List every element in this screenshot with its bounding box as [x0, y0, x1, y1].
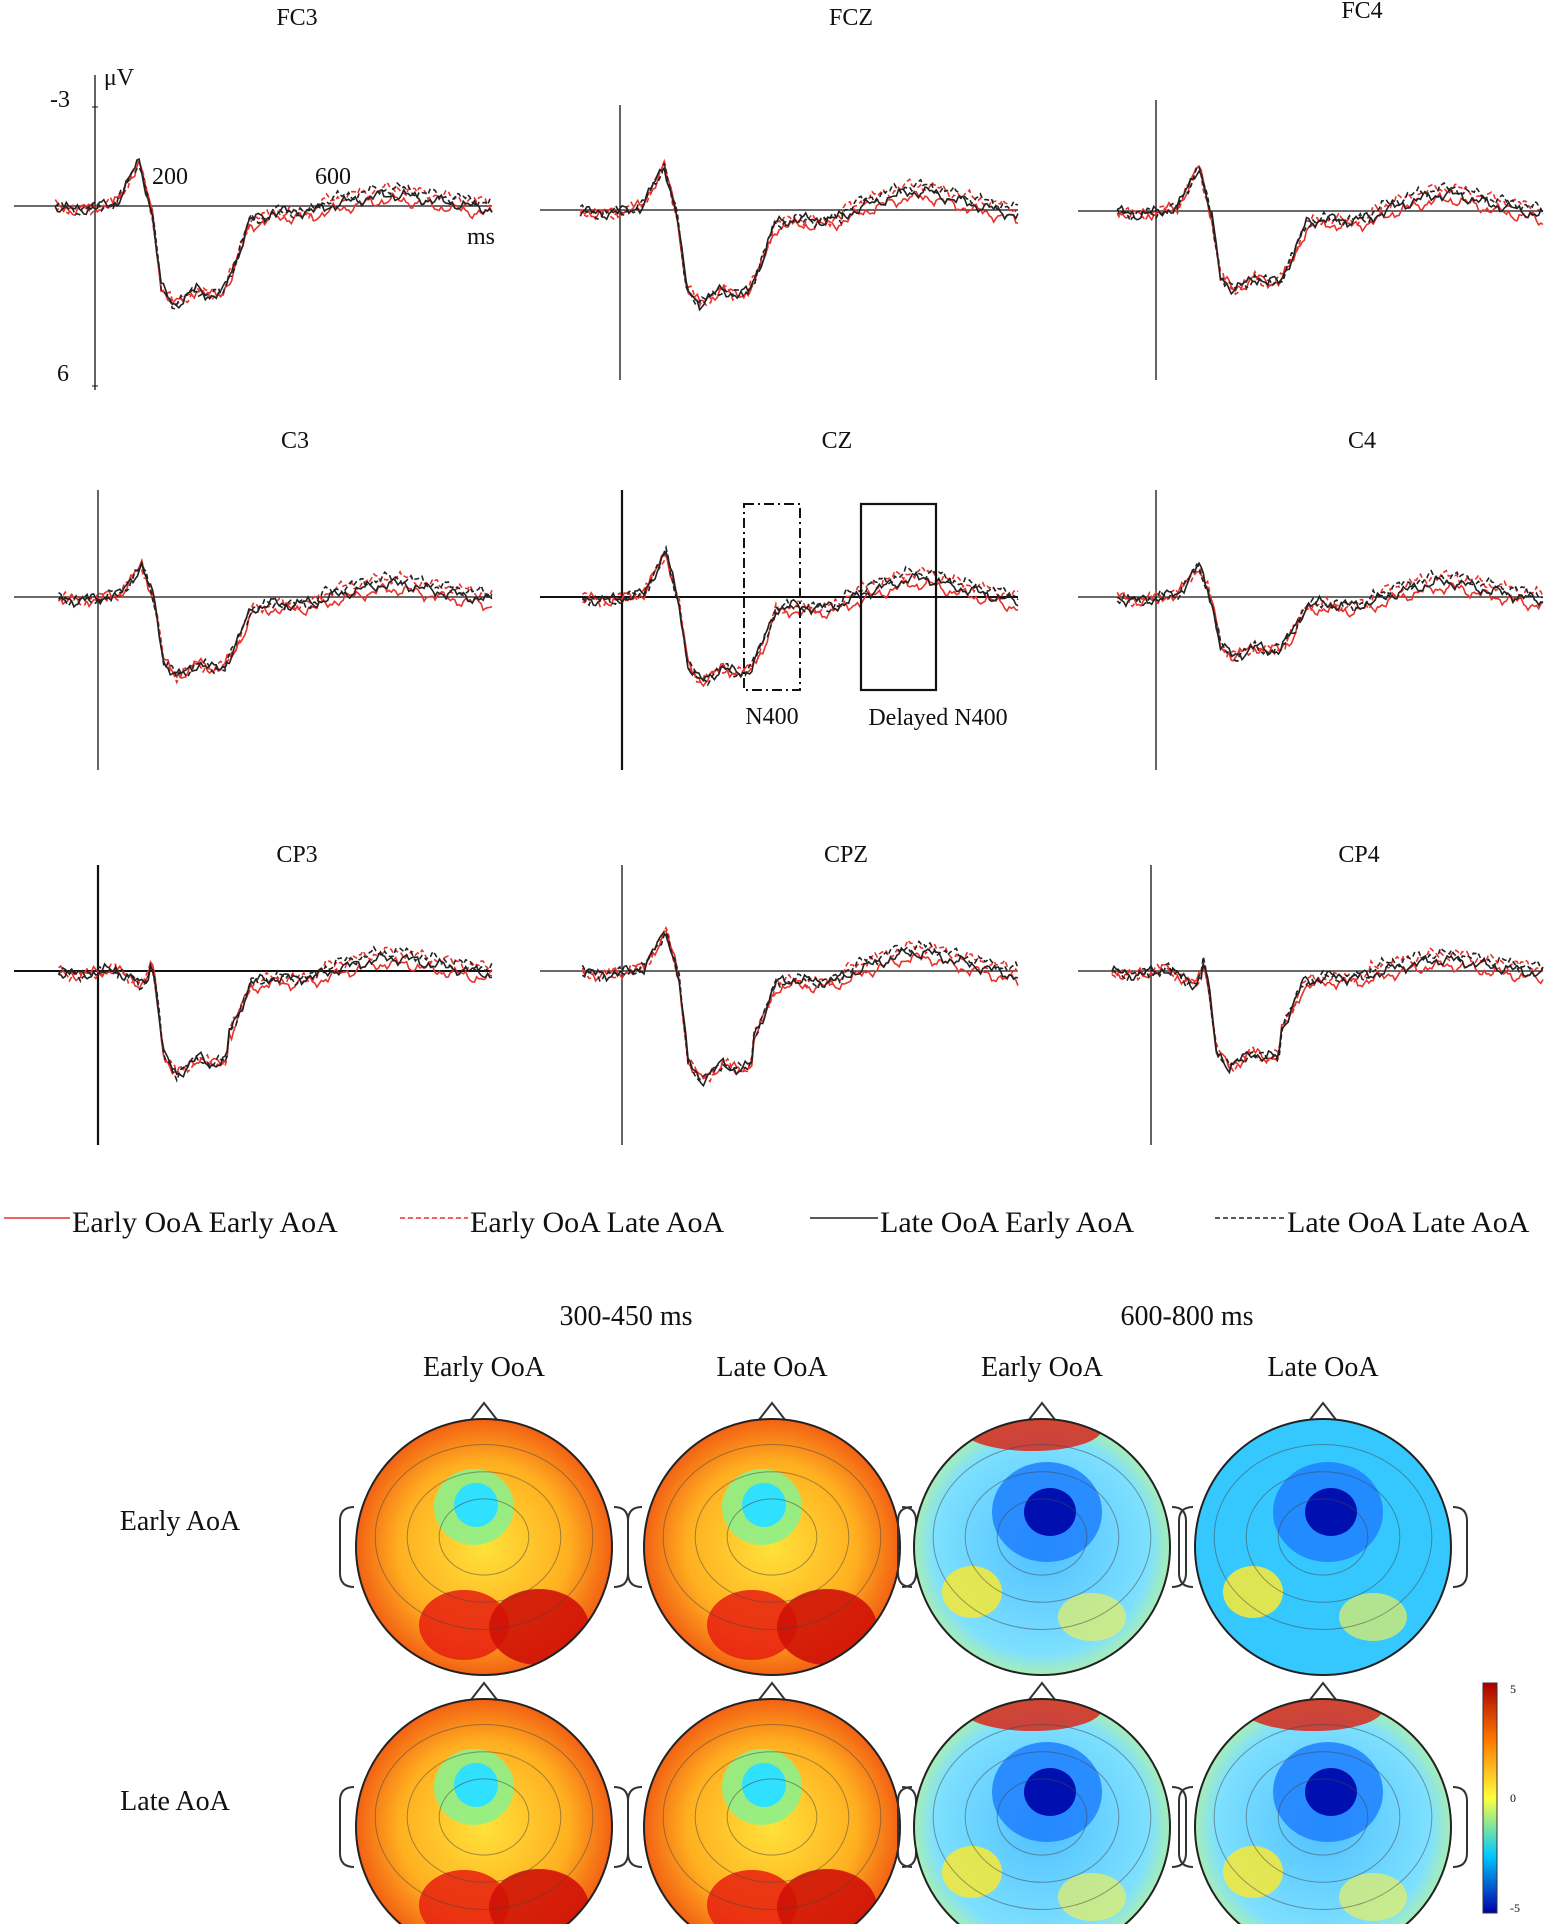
- topomap: [897, 1681, 1187, 1924]
- series-line: [581, 931, 1019, 1088]
- panel-title: FCZ: [829, 5, 873, 31]
- delayed-n400-label: Delayed N400: [868, 705, 1007, 731]
- series-line: [54, 166, 493, 310]
- x-tick-200: 200: [152, 164, 188, 190]
- series-line: [58, 557, 493, 680]
- panel-title: C3: [281, 428, 309, 454]
- panel-title: C4: [1348, 428, 1376, 454]
- row-label-early-aoa: Early AoA: [120, 1506, 241, 1537]
- column-label: Early OoA: [981, 1352, 1104, 1383]
- delayed-n400-box: [859, 502, 938, 692]
- series-line: [54, 160, 493, 306]
- series-line: [54, 159, 493, 307]
- x-tick-600: 600: [315, 164, 351, 190]
- series-line: [1111, 946, 1544, 1074]
- legend-label: Early OoA Late AoA: [470, 1206, 724, 1239]
- n400-box: [743, 503, 801, 691]
- window-title-600-800: 600-800 ms: [1121, 1301, 1254, 1332]
- y-tick-top: -3: [50, 87, 70, 113]
- erp-panel-cpz: CPZ: [540, 842, 1019, 1145]
- erp-panel-fcz: FCZ: [540, 5, 1019, 380]
- topomap: [339, 1401, 629, 1676]
- n400-label: N400: [745, 704, 798, 730]
- y-unit-label: μV: [104, 65, 135, 91]
- erp-panel-c3: C3: [14, 428, 493, 770]
- legend-label: Early OoA Early AoA: [72, 1206, 338, 1239]
- colorbar-tick-zero: 0: [1510, 1791, 1516, 1805]
- panel-title: FC3: [276, 5, 317, 31]
- erp-panel-fc3: FC3 μV -3 6 200 600 ms: [14, 5, 495, 390]
- erp-panel-fc4: FC4: [1078, 0, 1544, 380]
- topomap: [627, 1401, 917, 1676]
- window-title-300-450: 300-450 ms: [560, 1301, 693, 1332]
- series-line: [1111, 954, 1544, 1075]
- series-line: [54, 157, 493, 309]
- topomap: [627, 1681, 917, 1924]
- erp-panel-cp4: CP4: [1078, 842, 1544, 1145]
- series-line: [57, 945, 493, 1083]
- erp-panel-cz: CZ N400 Delayed N400: [540, 428, 1019, 770]
- series-line: [579, 158, 1019, 303]
- topomap: [1178, 1401, 1468, 1676]
- series-line: [57, 568, 493, 685]
- topomap: [339, 1681, 629, 1924]
- column-label: Early OoA: [423, 1352, 546, 1383]
- erp-panel-c4: C4: [1078, 428, 1544, 770]
- series-line: [1116, 561, 1544, 662]
- series-line: [1116, 164, 1544, 292]
- series-line: [58, 560, 493, 676]
- panel-title: CPZ: [824, 842, 868, 868]
- x-unit-label: ms: [467, 224, 495, 250]
- series-line: [581, 930, 1019, 1080]
- series-line: [581, 551, 1019, 683]
- series-line: [58, 950, 492, 1078]
- series-line: [1116, 562, 1544, 663]
- panel-title: CZ: [822, 428, 853, 454]
- series-line: [579, 163, 1019, 306]
- series-line: [1117, 169, 1544, 296]
- erp-panel-cp3: CP3: [14, 842, 493, 1145]
- series-line: [58, 560, 493, 679]
- column-label: Late OoA: [1267, 1352, 1379, 1383]
- panel-title: CP3: [276, 842, 317, 868]
- row-label-late-aoa: Late AoA: [120, 1786, 230, 1817]
- topomap: [897, 1401, 1187, 1676]
- colorbar-tick-max: 5: [1510, 1682, 1516, 1696]
- series-line: [581, 930, 1019, 1082]
- series-line: [1116, 563, 1544, 658]
- y-tick-bottom: 6: [57, 361, 69, 387]
- panel-title: CP4: [1338, 842, 1379, 868]
- legend-label: Late OoA Early AoA: [880, 1206, 1134, 1239]
- panel-title: FC4: [1341, 0, 1382, 24]
- colorbar: 5 0 -5: [1482, 1682, 1520, 1915]
- series-line: [1116, 165, 1544, 291]
- colorbar-tick-min: -5: [1510, 1901, 1520, 1915]
- series-line: [1116, 569, 1544, 662]
- legend-label: Late OoA Late AoA: [1287, 1206, 1530, 1239]
- series-line: [581, 544, 1019, 687]
- series-line: [579, 159, 1019, 308]
- column-label: Late OoA: [716, 1352, 828, 1383]
- series-line: [1111, 946, 1544, 1067]
- series-line: [1116, 164, 1544, 296]
- series-line: [581, 926, 1019, 1083]
- topomap: [1178, 1681, 1468, 1924]
